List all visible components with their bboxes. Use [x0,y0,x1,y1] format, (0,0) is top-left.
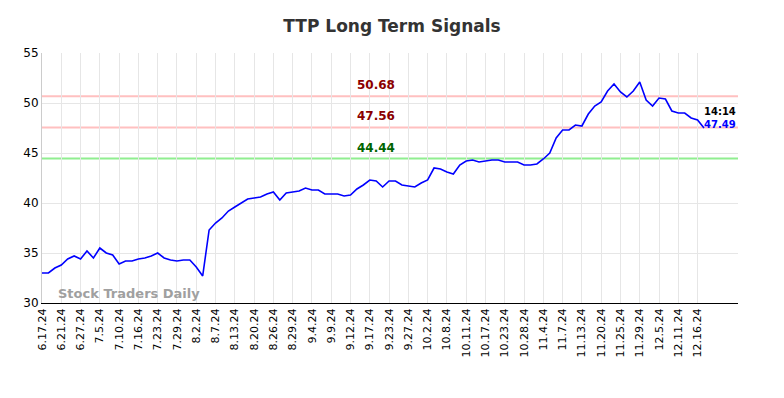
svg-text:50.68: 50.68 [357,78,395,92]
svg-text:8.26.24: 8.26.24 [267,308,280,350]
svg-text:47.56: 47.56 [357,109,395,123]
svg-text:10.11.24: 10.11.24 [460,308,473,357]
svg-text:6.21.24: 6.21.24 [55,308,68,350]
svg-text:45: 45 [23,146,38,160]
svg-text:11.7.24: 11.7.24 [556,308,569,350]
svg-text:11.13.24: 11.13.24 [575,308,588,357]
svg-text:9.23.24: 9.23.24 [383,308,396,350]
svg-text:14:1447.49: 14:1447.49 [704,106,736,130]
svg-text:7.10.24: 7.10.24 [113,308,126,350]
svg-text:6.27.24: 6.27.24 [74,308,87,350]
svg-text:8.20.24: 8.20.24 [248,308,261,350]
svg-text:30: 30 [23,296,38,310]
svg-text:11.29.24: 11.29.24 [633,308,646,357]
svg-text:11.20.24: 11.20.24 [595,308,608,357]
svg-text:44.44: 44.44 [357,141,395,155]
svg-text:9.17.24: 9.17.24 [363,308,376,350]
svg-text:7.29.24: 7.29.24 [171,308,184,350]
svg-text:10.2.24: 10.2.24 [421,308,434,350]
svg-text:12.11.24: 12.11.24 [672,308,685,357]
svg-text:8.7.24: 8.7.24 [209,308,222,343]
svg-text:9.12.24: 9.12.24 [344,308,357,350]
svg-text:7.5.24: 7.5.24 [93,308,106,343]
svg-text:8.2.24: 8.2.24 [190,308,203,343]
svg-text:8.29.24: 8.29.24 [286,308,299,350]
svg-text:12.16.24: 12.16.24 [691,308,704,357]
svg-text:10.8.24: 10.8.24 [440,308,453,350]
svg-text:7.16.24: 7.16.24 [132,308,145,350]
svg-text:35: 35 [23,246,38,260]
svg-text:9.9.24: 9.9.24 [325,308,338,343]
svg-text:TTP Long Term Signals: TTP Long Term Signals [283,16,500,36]
svg-text:10.28.24: 10.28.24 [518,308,531,357]
svg-text:6.17.24: 6.17.24 [36,308,49,350]
svg-text:55: 55 [23,46,38,60]
svg-text:40: 40 [23,196,38,210]
svg-text:8.13.24: 8.13.24 [228,308,241,350]
svg-text:9.4.24: 9.4.24 [306,308,319,343]
svg-text:10.23.24: 10.23.24 [498,308,511,357]
svg-text:11.4.24: 11.4.24 [537,308,550,350]
svg-text:50: 50 [23,96,38,110]
svg-text:Stock Traders Daily: Stock Traders Daily [58,286,200,301]
svg-text:10.17.24: 10.17.24 [479,308,492,357]
svg-text:9.27.24: 9.27.24 [402,308,415,350]
svg-text:7.23.24: 7.23.24 [151,308,164,350]
svg-text:11.25.24: 11.25.24 [614,308,627,357]
svg-text:12.5.24: 12.5.24 [653,308,666,350]
